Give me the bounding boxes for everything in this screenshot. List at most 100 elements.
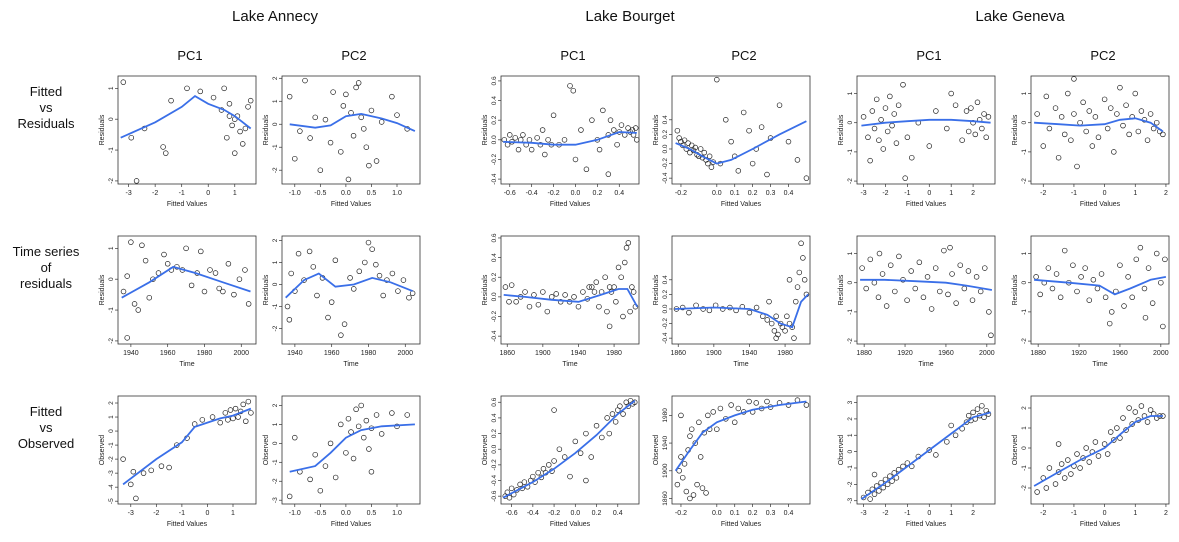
x-tick-label: 1940 (742, 350, 758, 357)
x-tick-label: -2 (882, 510, 888, 517)
data-point (358, 114, 364, 121)
data-point (926, 143, 933, 149)
data-point (544, 308, 551, 315)
data-point (985, 114, 992, 120)
data-point (188, 282, 195, 289)
y-axis-label: Observed (653, 435, 660, 465)
data-point (878, 117, 884, 123)
data-point (295, 250, 302, 257)
data-point (1078, 274, 1084, 280)
data-point (240, 401, 246, 408)
y-tick-label: 0.2 (662, 129, 669, 138)
data-point (705, 412, 711, 419)
data-point (887, 262, 894, 268)
data-point (674, 481, 681, 488)
y-tick-label: 1860 (662, 491, 669, 506)
data-point (1045, 265, 1052, 271)
data-point (867, 157, 873, 164)
data-point (611, 284, 617, 290)
x-tick-label: 1960 (160, 350, 176, 357)
data-point (794, 157, 801, 163)
data-point (362, 259, 368, 266)
y-tick-label: 1940 (662, 435, 669, 450)
x-tick-label: 1940 (571, 350, 587, 357)
data-point (1150, 125, 1157, 132)
data-point (1125, 274, 1131, 280)
data-point (1098, 271, 1105, 277)
data-point (312, 451, 318, 458)
data-point (599, 434, 605, 441)
x-tick-label: 0.2 (748, 190, 758, 197)
y-tick-label: 1 (847, 433, 854, 437)
y-tick-label: 0.4 (662, 115, 669, 124)
data-point (537, 141, 544, 148)
y-tick-label: 1980 (662, 408, 669, 423)
data-point (201, 288, 208, 295)
data-point (1077, 465, 1083, 471)
x-tick-label: 0.4 (613, 510, 623, 517)
data-point (612, 419, 619, 425)
plot-frame (117, 235, 257, 345)
data-point (557, 299, 564, 305)
data-point (785, 138, 792, 145)
data-point (1095, 453, 1102, 459)
data-point (1046, 465, 1053, 471)
x-tick-label: 0.0 (570, 510, 580, 517)
data-point (561, 454, 568, 460)
data-point (784, 313, 790, 320)
data-point (128, 239, 134, 245)
data-point (1034, 489, 1040, 495)
data-point (867, 496, 873, 502)
data-point (602, 274, 608, 280)
data-point (1147, 111, 1154, 117)
x-tick-label: 1900 (535, 350, 551, 357)
data-point (161, 251, 167, 258)
data-point (164, 261, 171, 267)
data-point (583, 430, 589, 437)
y-tick-label: -1 (272, 459, 279, 465)
row-label-line: Fitted (29, 404, 63, 419)
x-tick-label: -0.6 (506, 510, 518, 517)
x-tick-label: -0.2 (675, 510, 687, 517)
data-point (572, 438, 579, 445)
data-point (952, 432, 959, 439)
y-tick-label: 1 (1021, 251, 1028, 255)
data-point (764, 317, 771, 323)
data-point (284, 303, 291, 310)
data-point (1092, 114, 1099, 120)
data-point (355, 80, 362, 86)
data-point (1057, 294, 1064, 301)
y-tick-label: -1 (847, 309, 854, 315)
data-point (873, 96, 880, 103)
smooth-line (674, 400, 807, 472)
data-point (620, 411, 626, 417)
x-axis-label: Time (343, 361, 358, 368)
x-tick-label: -3 (125, 190, 131, 197)
y-tick-label: -1 (847, 465, 854, 471)
data-point (131, 301, 138, 307)
smooth-line (285, 272, 413, 299)
data-point (1145, 265, 1152, 271)
x-tick-label: 1960 (324, 350, 340, 357)
data-point (891, 111, 897, 117)
data-point (338, 421, 344, 428)
data-point (983, 134, 989, 141)
data-point (916, 259, 923, 266)
data-point (531, 292, 537, 298)
lake-title-geneva: Lake Geneva (975, 8, 1065, 25)
row-label-line: Residuals (17, 116, 75, 131)
data-point (782, 328, 788, 334)
y-axis-label: Observed (263, 435, 270, 465)
plot-frame (281, 75, 421, 185)
x-tick-label: -3 (128, 510, 134, 517)
data-point (1053, 271, 1060, 277)
y-tick-label: 2 (847, 417, 854, 421)
x-tick-label: 1900 (706, 350, 722, 357)
y-tick-label: -0.2 (662, 318, 669, 330)
data-point (766, 298, 772, 305)
x-axis-label: Fitted Values (906, 201, 947, 208)
data-point (1052, 481, 1059, 487)
x-tick-label: -0.4 (527, 510, 539, 517)
x-tick-label: 0.1 (730, 510, 740, 517)
data-point (322, 116, 329, 123)
